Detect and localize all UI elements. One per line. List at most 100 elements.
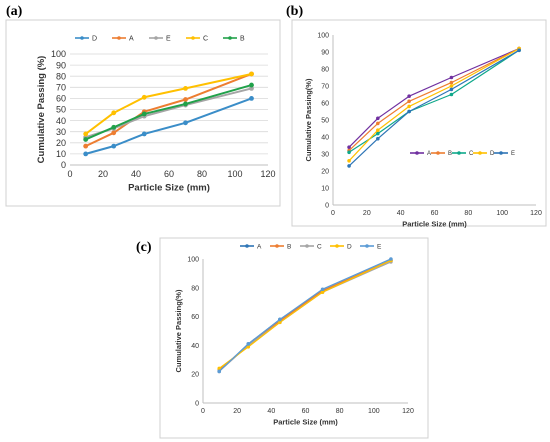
x-tick-label: 60 <box>431 210 439 217</box>
data-point-C <box>449 92 454 97</box>
x-tick-label: 0 <box>331 210 335 217</box>
x-tick-label: 100 <box>496 210 508 217</box>
legend-label-B: B <box>448 151 452 157</box>
data-point-A <box>83 143 89 149</box>
y-tick-label: 30 <box>56 127 66 137</box>
legend-marker-B <box>275 244 279 248</box>
data-point-D <box>278 320 282 325</box>
panel-label-b: (b) <box>286 4 304 19</box>
data-point-E <box>376 136 380 141</box>
x-tick-label: 120 <box>530 210 542 217</box>
legend-label-C: C <box>317 243 322 250</box>
y-tick-label: 80 <box>191 285 199 292</box>
x-tick-label: 20 <box>363 210 371 217</box>
x-tick-label: 0 <box>201 408 205 415</box>
y-tick-label: 30 <box>321 151 329 158</box>
y-axis-title: Cumulative Passing (%) <box>36 56 47 164</box>
data-point-E <box>246 342 251 346</box>
data-point-A <box>347 145 351 149</box>
legend-marker-E <box>154 36 158 40</box>
data-point-E <box>517 48 521 53</box>
legend-label-D: D <box>92 35 97 42</box>
y-tick-label: 70 <box>56 82 66 92</box>
x-tick-label: 100 <box>368 408 380 415</box>
legend-marker-C <box>457 151 461 155</box>
data-point-A <box>111 130 117 136</box>
x-tick-label: 120 <box>260 169 275 179</box>
x-tick-label: 40 <box>131 169 141 179</box>
y-tick-label: 70 <box>321 83 329 90</box>
x-tick-label: 40 <box>397 210 405 217</box>
y-tick-label: 60 <box>321 100 329 107</box>
data-point-D <box>347 159 351 163</box>
legend-label-D: D <box>490 151 495 157</box>
data-point-E <box>407 109 411 114</box>
data-point-C <box>347 150 351 155</box>
x-axis-title: Particle Size (mm) <box>128 183 210 194</box>
y-tick-label: 40 <box>56 116 66 126</box>
legend-label-B: B <box>287 243 291 250</box>
y-tick-label: 100 <box>187 256 199 263</box>
y-tick-label: 10 <box>321 185 329 192</box>
y-tick-label: 0 <box>195 400 199 407</box>
chart-panel-2: 0 10 20 30 40 50 60 70 80 90 100 0 20 40 60 80 100 120 Par… <box>291 19 547 229</box>
legend-marker-B <box>228 36 232 40</box>
x-tick-label: 20 <box>98 169 108 179</box>
chart-panel-3: 0 20 40 60 80 100 0 20 40 60 80 100 120 Particle Size… <box>159 237 429 439</box>
legend-label-C: C <box>203 35 208 42</box>
legend-marker-B <box>436 151 440 155</box>
data-point-E <box>347 164 351 168</box>
legend-marker-D <box>478 151 482 155</box>
x-tick-label: 60 <box>164 169 174 179</box>
y-tick-label: 100 <box>51 49 66 59</box>
data-point-D <box>376 128 380 132</box>
data-point-B <box>141 111 147 117</box>
panel-label-a: (a) <box>6 4 23 19</box>
y-tick-label: 20 <box>321 168 329 175</box>
data-point-D <box>249 96 254 101</box>
legend-marker-E <box>499 151 503 155</box>
legend-label-A: A <box>427 151 431 157</box>
data-point-D <box>217 366 222 371</box>
data-point-D <box>407 104 411 109</box>
data-point-C <box>141 94 147 100</box>
x-tick-label: 20 <box>233 408 241 415</box>
panel-border <box>159 237 429 439</box>
x-tick-label: 0 <box>67 169 72 179</box>
y-tick-label: 10 <box>56 149 66 159</box>
data-point-B <box>183 101 188 107</box>
data-point-E <box>449 87 454 92</box>
x-tick-label: 120 <box>402 408 414 415</box>
y-tick-label: 20 <box>56 138 66 148</box>
legend-marker-A <box>117 36 121 40</box>
legend-label-B: B <box>240 35 245 42</box>
data-point-C <box>376 131 380 136</box>
legend-marker-A <box>415 151 419 155</box>
x-axis-title: Particle Size (mm) <box>273 418 338 427</box>
data-point-B <box>111 124 117 130</box>
data-point-B <box>449 80 454 85</box>
legend-label-E: E <box>511 151 515 157</box>
y-tick-label: 90 <box>321 49 329 56</box>
x-tick-label: 80 <box>197 169 207 179</box>
data-point-D <box>183 120 188 126</box>
data-point-C <box>183 86 188 91</box>
legend-label-E: E <box>377 243 382 250</box>
y-tick-label: 60 <box>56 94 66 104</box>
data-point-E <box>389 257 393 261</box>
legend-marker-E <box>365 244 369 248</box>
data-point-D <box>111 143 117 149</box>
data-point-B <box>376 121 380 126</box>
data-point-D <box>320 290 325 294</box>
legend-label-D: D <box>347 243 352 250</box>
y-tick-label: 80 <box>56 71 66 81</box>
y-tick-label: 0 <box>61 160 66 170</box>
panel-border <box>291 19 547 227</box>
data-point-A <box>376 116 380 121</box>
y-tick-label: 50 <box>56 105 66 115</box>
y-tick-label: 50 <box>321 117 329 124</box>
x-tick-label: 60 <box>302 408 310 415</box>
y-tick-label: 40 <box>321 134 329 141</box>
legend-label-C: C <box>469 151 474 157</box>
